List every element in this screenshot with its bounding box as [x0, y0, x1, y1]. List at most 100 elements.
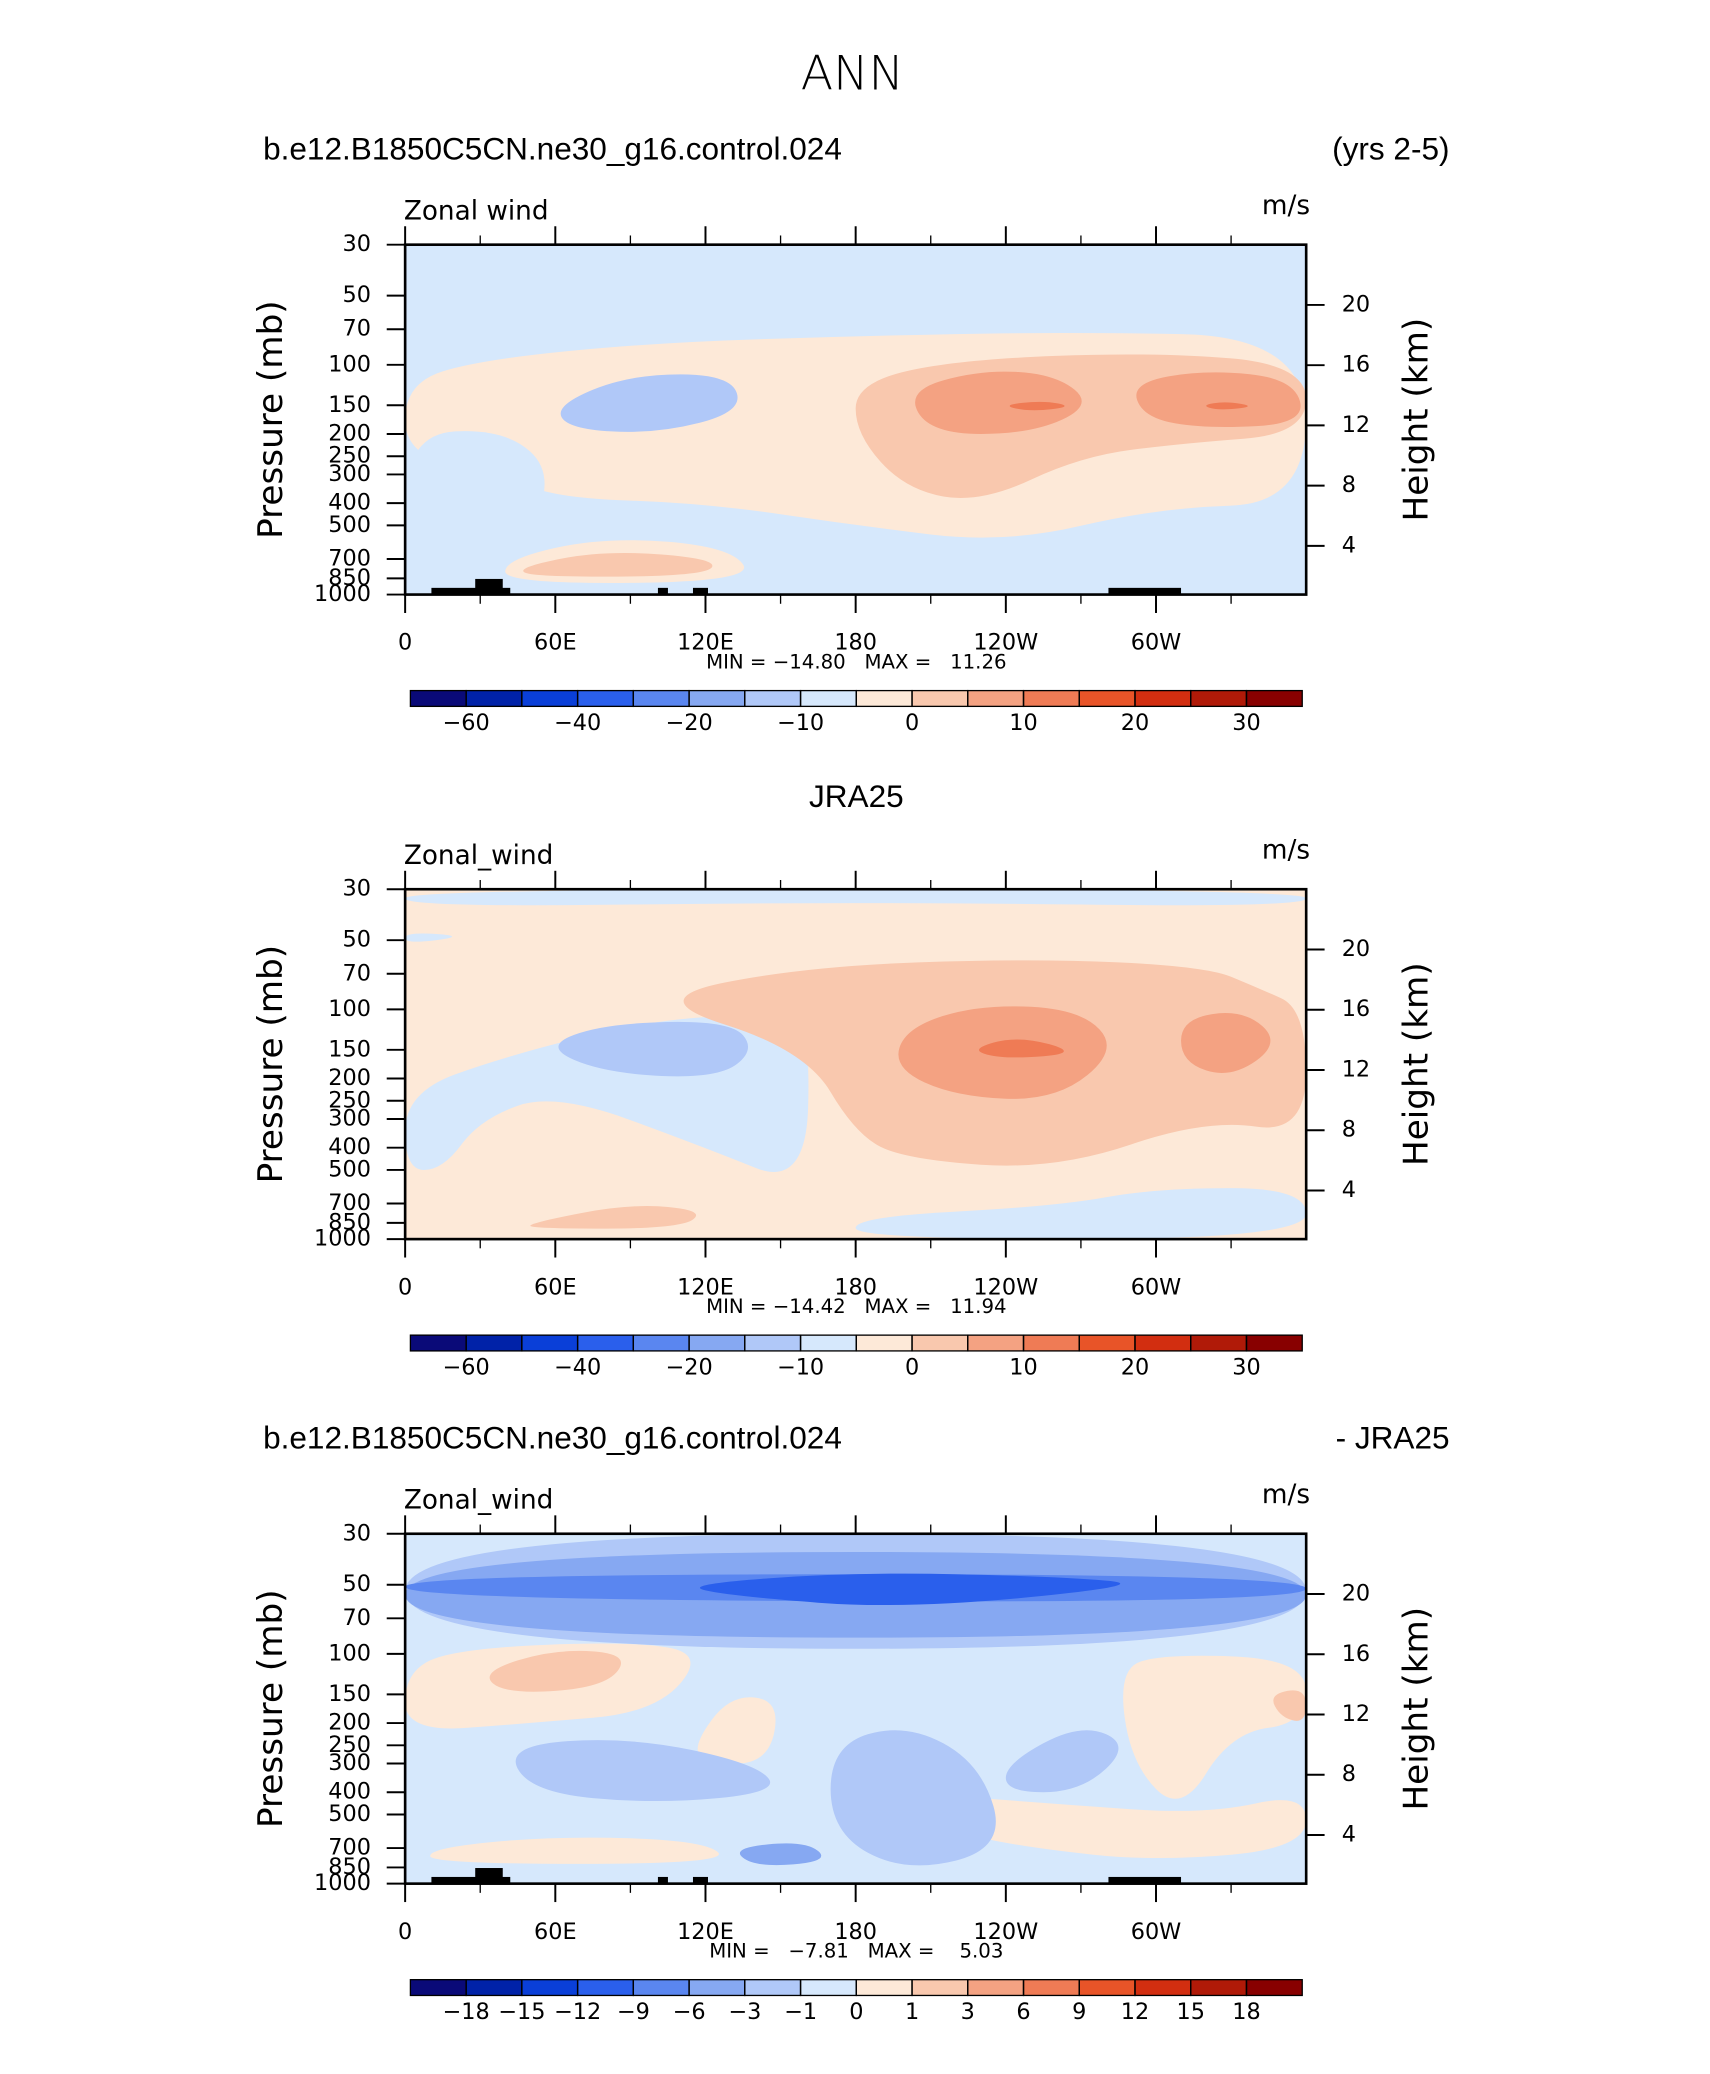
colorbar-box: [688, 1334, 746, 1352]
colorbar-label: 18: [1232, 1999, 1260, 2025]
y-axis-label: Pressure (mb): [251, 1589, 291, 1828]
y-tick-label: 850: [328, 565, 371, 591]
terrain: [431, 1876, 511, 1884]
y2-tick-label: 12: [1342, 1701, 1370, 1727]
colorbar-box: [1022, 1979, 1080, 1997]
contour-region: [1009, 401, 1065, 411]
colorbar-label: −15: [498, 1999, 545, 2025]
y-tick-label: 30: [342, 1520, 370, 1546]
y-tick-label: 400: [328, 1779, 371, 1805]
y-tick-label: 300: [328, 461, 371, 487]
colorbar-box: [1078, 689, 1136, 708]
y-tick-label: 100: [328, 1640, 371, 1666]
field: [405, 244, 1307, 595]
colorbar-label: 15: [1177, 1999, 1205, 2025]
y-tick-label: 1000: [314, 1226, 371, 1252]
y-tick-label: 400: [328, 490, 371, 516]
y-tick-label: 300: [328, 1750, 371, 1776]
y-tick-label: 70: [342, 960, 370, 986]
y-tick-label: 1000: [314, 581, 371, 607]
colorbar-label: 0: [905, 1355, 919, 1381]
units: m/s: [1262, 836, 1310, 866]
x-tick-label: 60W: [1131, 630, 1182, 656]
y-tick-label: 30: [342, 876, 370, 902]
panel: b.e12.B1850C5CN.ne30_g16.control.024 - JR…: [251, 1420, 1450, 2025]
y-tick-label: 50: [342, 1571, 370, 1597]
colorbar-box: [1245, 689, 1303, 708]
y2-tick-label: 4: [1342, 532, 1356, 558]
x-tick-label: 180: [834, 630, 877, 656]
colorbar-box: [576, 1334, 635, 1352]
colorbar-box: [1190, 1979, 1248, 1997]
colorbar-box: [409, 1979, 467, 1997]
colorbar-box: [632, 1334, 690, 1352]
y-tick-label: 200: [328, 420, 371, 446]
y-tick-label: 150: [328, 1681, 371, 1707]
colorbar-box: [744, 1979, 802, 1997]
colorbar-box: [576, 689, 635, 708]
contour-region: [699, 1573, 1121, 1606]
colorbar-box: [521, 1979, 579, 1997]
colorbar-label: −6: [673, 1999, 706, 2025]
colorbar-box: [521, 1334, 579, 1352]
y-tick-label: 250: [328, 1732, 371, 1758]
colorbar-box: [1022, 689, 1080, 708]
y-tick-label: 700: [328, 545, 371, 571]
x-tick-label: 120E: [677, 1919, 734, 1945]
contour-region: [530, 1206, 697, 1229]
field: [405, 1533, 1307, 1884]
y-axis-label: Pressure (mb): [251, 300, 291, 539]
colorbar-box: [799, 689, 857, 708]
contour-region: [430, 1837, 719, 1864]
colorbar-box: [1245, 1979, 1303, 1997]
x-tick-label: 120W: [973, 1919, 1038, 1945]
x-tick-label: 180: [834, 1274, 877, 1300]
colorbar-box: [744, 689, 802, 708]
colorbar-box: [632, 689, 690, 708]
colorbar-box: [1245, 1334, 1303, 1352]
colorbar-label: −40: [554, 710, 601, 736]
x-tick-label: 60W: [1131, 1919, 1182, 1945]
y2-tick-label: 8: [1342, 1761, 1356, 1787]
y-tick-label: 500: [328, 1801, 371, 1827]
stats: MIN = −7.81 MAX = 5.03: [709, 1940, 1003, 1963]
panel-title-right: (yrs 2-5): [1332, 131, 1449, 167]
y-tick-label: 850: [328, 1854, 371, 1880]
x-tick-label: 60W: [1131, 1274, 1182, 1300]
contour-region: [830, 1730, 996, 1866]
x-tick-label: 120E: [677, 1274, 734, 1300]
colorbar-box: [911, 689, 969, 708]
y-tick-label: 700: [328, 1190, 371, 1216]
x-tick-label: 60E: [534, 1274, 577, 1300]
colorbar-box: [1190, 689, 1248, 708]
y-tick-label: 250: [328, 443, 371, 469]
contour-region: [1005, 1730, 1119, 1793]
x-tick-label: 120W: [973, 630, 1038, 656]
colorbar-label: −10: [777, 1355, 824, 1381]
x-tick-label: 0: [398, 630, 412, 656]
y-tick-label: 500: [328, 512, 371, 538]
colorbar-box: [688, 1979, 746, 1997]
colorbar-box: [1078, 1979, 1136, 1997]
colorbar-label: −40: [554, 1355, 601, 1381]
colorbar-box: [465, 689, 523, 708]
x-tick-label: 60E: [534, 630, 577, 656]
figure-title: ANN: [801, 46, 904, 101]
terrain: [475, 578, 503, 595]
colorbar-box: [911, 1979, 969, 1997]
colorbar-box: [967, 689, 1025, 708]
y-tick-label: 50: [342, 927, 370, 953]
stats: MIN = −14.42 MAX = 11.94: [706, 1295, 1006, 1318]
y-tick-label: 70: [342, 316, 370, 342]
colorbar-box: [1134, 1979, 1192, 1997]
colorbar-label: 3: [961, 1999, 975, 2025]
y2-tick-label: 12: [1342, 412, 1370, 438]
y-tick-label: 500: [328, 1156, 371, 1182]
units: m/s: [1262, 191, 1310, 221]
contour-region: [979, 1039, 1064, 1058]
contour-region: [1136, 372, 1301, 428]
y2-tick-label: 4: [1342, 1177, 1356, 1203]
colorbar-box: [576, 1979, 635, 1997]
colorbar-label: 10: [1009, 710, 1037, 736]
